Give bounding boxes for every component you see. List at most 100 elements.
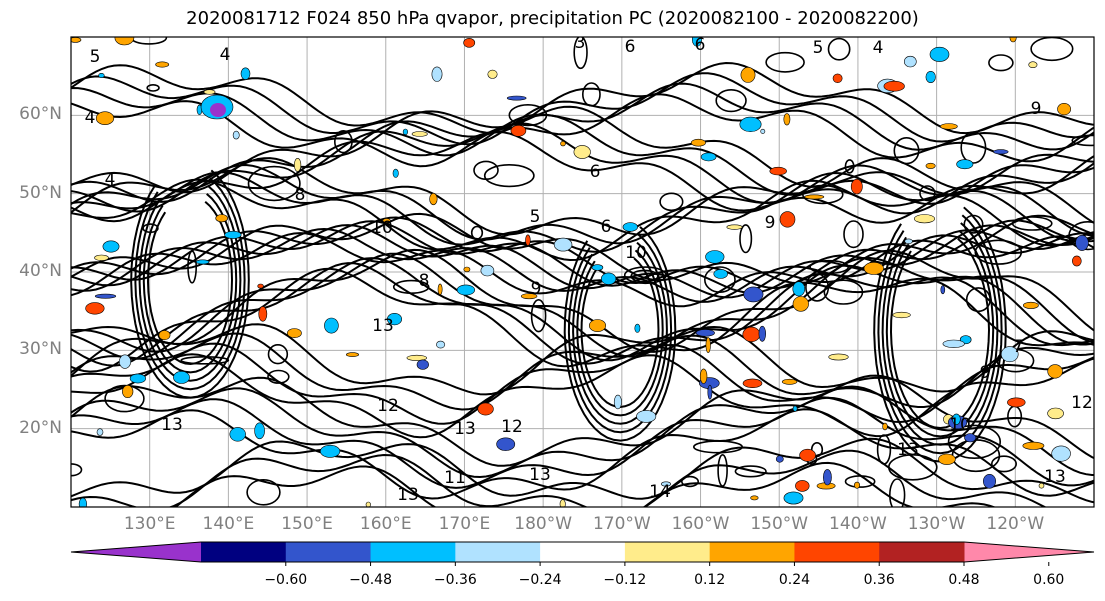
contour-loop xyxy=(680,475,699,488)
contour-loop xyxy=(887,453,938,481)
contour-line xyxy=(71,232,1094,308)
contour-line xyxy=(572,241,668,425)
precip-patch xyxy=(429,192,438,206)
contour-loop xyxy=(960,131,987,164)
contour-loop xyxy=(963,214,984,234)
colorbar-segment xyxy=(201,542,287,562)
precip-patch xyxy=(436,340,446,349)
contour-loop xyxy=(843,220,864,249)
precip-patch xyxy=(506,95,527,101)
contour-line xyxy=(71,105,1094,196)
contour-value-label: 4 xyxy=(85,108,96,128)
precip-patch xyxy=(1028,61,1038,68)
contour-loop xyxy=(844,475,876,488)
precip-patch xyxy=(993,149,1009,155)
contour-value-label: 12 xyxy=(501,417,523,437)
precip-patch xyxy=(783,113,791,126)
contour-loop xyxy=(809,259,850,275)
contour-line xyxy=(71,82,1094,157)
contour-value-label: 5 xyxy=(813,38,824,58)
precip-patch xyxy=(324,317,339,334)
contour-value-label: 4 xyxy=(105,170,116,190)
precip-patch xyxy=(740,67,756,83)
precip-patch xyxy=(195,259,210,265)
contour-value-label: 13 xyxy=(529,465,551,485)
contour-value-label: 8 xyxy=(295,185,306,205)
precip-patch xyxy=(956,159,974,170)
precip-patch xyxy=(750,495,759,501)
precip-patch xyxy=(853,481,860,489)
contour-loop xyxy=(876,434,892,465)
precip-patch xyxy=(1000,346,1019,363)
precip-patch xyxy=(779,211,796,228)
lon-label: 130°W xyxy=(907,514,966,534)
precip-patch xyxy=(882,422,888,431)
lon-label: 150°W xyxy=(750,514,809,534)
precip-patch xyxy=(1047,364,1063,379)
precip-patch xyxy=(823,469,832,486)
precip-patch xyxy=(799,448,816,462)
precip-patch xyxy=(591,264,604,271)
precip-patch xyxy=(78,497,87,507)
precip-patch xyxy=(365,501,371,507)
colorbar-extend-min xyxy=(71,542,201,562)
precip-patch xyxy=(699,368,708,384)
lon-label: 170°W xyxy=(592,514,651,534)
contour-value-label: 6 xyxy=(625,37,636,57)
contour-loop xyxy=(573,37,588,70)
contour-loop xyxy=(470,225,484,240)
contour-loop xyxy=(801,184,844,205)
precip-patch xyxy=(832,73,843,84)
precip-patch xyxy=(781,378,798,385)
contour-value-label: 6 xyxy=(695,35,706,55)
contour-value-label: 12 xyxy=(1071,393,1093,413)
lon-label: 160°W xyxy=(671,514,730,534)
contour-value-label: 10 xyxy=(371,218,393,238)
precip-patch xyxy=(1075,234,1089,251)
precip-patch xyxy=(119,354,132,369)
colorbar-segment xyxy=(540,542,626,562)
precip-patch xyxy=(496,437,516,451)
colorbar-tick-label: 0.48 xyxy=(948,572,980,588)
colorbar-tick-label: −0.24 xyxy=(518,572,562,588)
contour-labels: 5 3 4 6 5 4 4 6 8 9 4 6 10 5 6 9 10 9 8 13 13 12 13 12 11 13 13 14 1… xyxy=(85,35,1093,505)
precip-patch xyxy=(286,328,302,338)
precip-patch xyxy=(463,266,471,273)
precip-patch xyxy=(622,222,638,232)
contour-line xyxy=(142,193,238,374)
contour-line xyxy=(134,177,246,391)
precip-patch xyxy=(1057,102,1071,116)
contour-loop xyxy=(823,279,864,305)
precip-patch xyxy=(883,80,905,92)
contour-value-label: 13 xyxy=(1044,467,1066,487)
precip-patch xyxy=(760,128,766,134)
contour-loop xyxy=(965,287,991,313)
contour-line xyxy=(877,214,1003,455)
contour-value-label: 9 xyxy=(765,213,776,233)
colorbar-segment xyxy=(794,542,880,562)
precip-patch xyxy=(553,237,573,252)
contour-value-label: 8 xyxy=(419,271,430,291)
precip-patch xyxy=(437,283,443,295)
contour-loop xyxy=(717,453,728,487)
lon-label: 160°E xyxy=(359,514,412,534)
lon-label: 140°E xyxy=(202,514,255,534)
contour-loop xyxy=(392,279,430,295)
precip-patch xyxy=(775,455,784,463)
contour-value-label: 11 xyxy=(444,468,466,488)
precip-patch xyxy=(1047,407,1064,420)
precip-patch xyxy=(85,302,105,315)
contour-value-label: 6 xyxy=(590,162,601,182)
precip-patch xyxy=(411,131,428,137)
contour-line xyxy=(71,437,1094,504)
colorbar-segment xyxy=(285,542,372,562)
precip-patch xyxy=(742,326,761,343)
precip-patch xyxy=(636,410,657,423)
contour-line xyxy=(71,61,1094,135)
precip-patch xyxy=(294,157,302,172)
lat-label: 20°N xyxy=(19,417,62,438)
contour-loop xyxy=(893,137,920,165)
precip-patch xyxy=(525,234,531,246)
contour-line xyxy=(71,72,1094,146)
contour-line xyxy=(563,226,677,442)
